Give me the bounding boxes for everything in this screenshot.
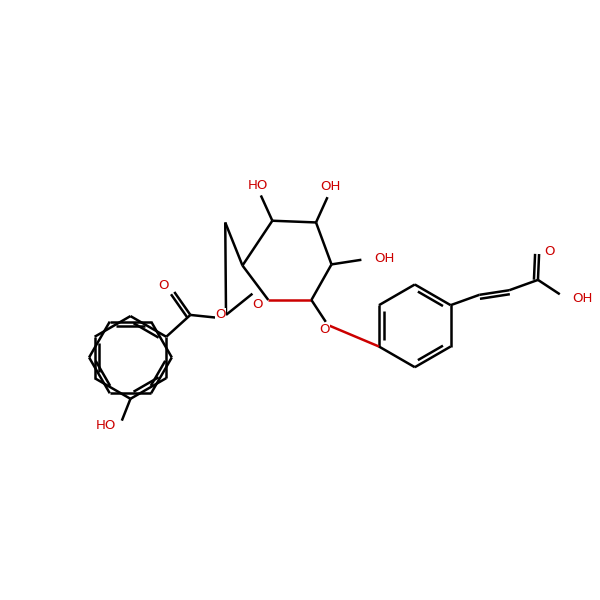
Text: HO: HO (248, 179, 268, 191)
Text: HO: HO (95, 419, 116, 432)
Text: OH: OH (374, 252, 395, 265)
Text: O: O (215, 308, 226, 322)
Text: O: O (253, 298, 263, 311)
Text: OH: OH (320, 181, 341, 193)
Text: O: O (159, 278, 169, 292)
Text: O: O (544, 245, 554, 258)
Text: OH: OH (572, 292, 593, 305)
Text: O: O (319, 323, 330, 337)
